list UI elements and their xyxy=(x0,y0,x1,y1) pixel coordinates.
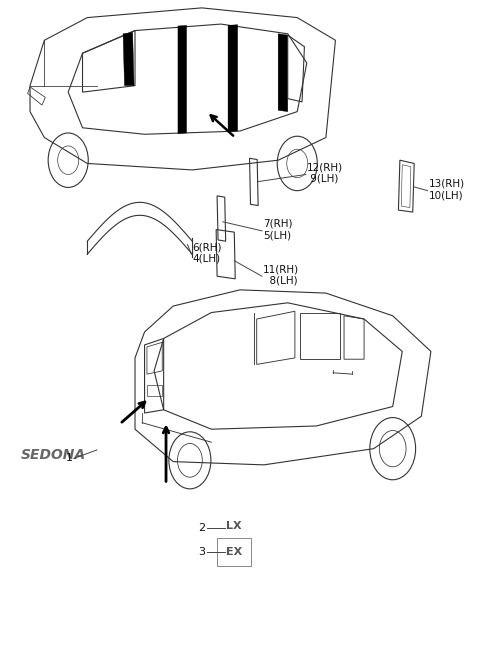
Text: 6(RH)
4(LH): 6(RH) 4(LH) xyxy=(192,242,222,264)
Text: 3: 3 xyxy=(199,547,205,557)
Text: 7(RH)
5(LH): 7(RH) 5(LH) xyxy=(263,219,292,240)
Polygon shape xyxy=(278,34,288,111)
Polygon shape xyxy=(228,25,238,132)
Text: SEDONA: SEDONA xyxy=(21,448,85,462)
Text: 1: 1 xyxy=(66,453,73,464)
Text: LX: LX xyxy=(226,521,241,531)
Text: EX: EX xyxy=(226,547,242,557)
Polygon shape xyxy=(178,25,187,133)
Text: 2: 2 xyxy=(199,523,205,533)
Bar xyxy=(147,385,162,396)
Text: 13(RH)
10(LH): 13(RH) 10(LH) xyxy=(429,178,465,200)
Text: 11(RH)
  8(LH): 11(RH) 8(LH) xyxy=(263,264,299,286)
Polygon shape xyxy=(123,33,134,86)
Text: 12(RH)
 9(LH): 12(RH) 9(LH) xyxy=(307,162,343,184)
